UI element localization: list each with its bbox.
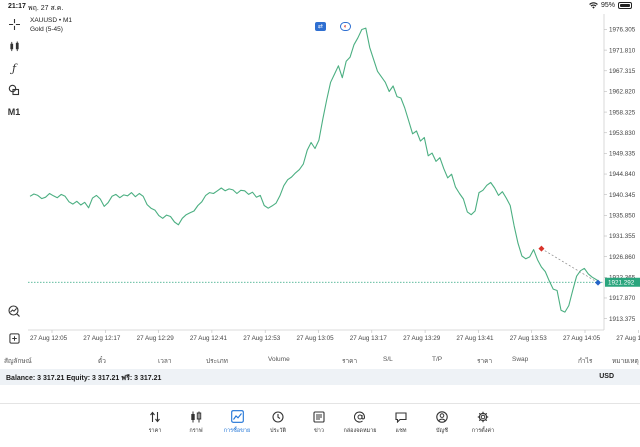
column-header[interactable]: T/P xyxy=(432,356,443,363)
x-tick-label: 27 Aug 12:53 xyxy=(243,335,281,342)
column-header[interactable]: ประเภท xyxy=(206,358,228,365)
nav-item-candles[interactable]: กราฟ xyxy=(176,410,216,435)
status-right: 95% xyxy=(589,2,632,9)
y-tick-label: 1958.325 xyxy=(609,109,636,116)
y-tick-label: 1967.315 xyxy=(609,68,636,75)
nav-label: ราคา xyxy=(148,428,162,434)
indicator-label: Gold (5-45) xyxy=(30,26,63,33)
bottom-navigation: ราคา กราฟ การซื้อขาย ประวัติ ข่าว กล่องจดหมาย… xyxy=(0,403,640,447)
chart-zoom-icon[interactable] xyxy=(6,303,22,319)
new-order-icon[interactable] xyxy=(6,330,22,346)
column-header[interactable]: ราคา xyxy=(477,358,493,365)
y-tick-label: 1940.345 xyxy=(609,192,636,199)
wifi-icon xyxy=(589,2,598,9)
indicators-icon[interactable] xyxy=(6,38,22,54)
nav-label: แชท xyxy=(395,428,407,434)
column-header[interactable]: เวลา xyxy=(158,358,172,365)
candles-icon xyxy=(190,410,202,423)
x-tick-label: 27 Aug 13:29 xyxy=(403,335,441,342)
current-price-label: 1921.292 xyxy=(608,280,635,287)
nav-label: กล่องจดหมาย xyxy=(343,428,377,434)
nav-item-trade-chart[interactable]: การซื้อขาย xyxy=(217,410,257,435)
y-tick-label: 1976.305 xyxy=(609,27,636,34)
price-chart[interactable]: XAUUSD • M1 Gold (5-45) ⇄ ◐ 1976.305 1971… xyxy=(28,14,640,344)
x-tick-label: 27 Aug 12:41 xyxy=(190,335,228,342)
y-tick-label: 1913.375 xyxy=(609,316,636,323)
x-tick-label: 27 Aug 14:17 xyxy=(616,335,640,342)
nav-label: กราฟ xyxy=(189,428,203,434)
battery-level xyxy=(620,4,630,7)
trade-table-header: สัญลักษณ์ ตั๋ว เวลา ประเภท Volume ราคา S/L T/P ร… xyxy=(0,354,640,366)
news-icon xyxy=(313,410,325,423)
nav-label: ประวัติ xyxy=(269,428,287,434)
nav-item-account[interactable]: บัญชี xyxy=(422,410,462,435)
history-clock-icon xyxy=(272,410,284,423)
nav-label: การตั้งค่า xyxy=(471,428,495,434)
column-header[interactable]: สัญลักษณ์ xyxy=(4,358,32,365)
column-header[interactable]: ราคา xyxy=(342,358,358,365)
crosshair-icon[interactable] xyxy=(6,16,22,32)
y-tick-label: 1949.335 xyxy=(609,151,636,158)
status-date: พฤ. 27 ส.ค. xyxy=(28,5,64,12)
entry-marker xyxy=(538,245,545,252)
column-header[interactable]: หมายเหตุ xyxy=(612,358,639,365)
battery-icon xyxy=(618,2,632,9)
function-icon[interactable]: ƒ xyxy=(11,61,17,75)
y-tick-label: 1944.840 xyxy=(609,171,636,178)
nav-label: การซื้อขาย xyxy=(223,428,251,434)
nav-item-history-clock[interactable]: ประวัติ xyxy=(258,410,298,435)
x-tick-label: 27 Aug 12:05 xyxy=(30,335,68,342)
column-header[interactable]: กำไร xyxy=(578,358,593,365)
chart-symbol-info: XAUUSD • M1 Gold (5-45) xyxy=(30,16,72,34)
x-tick-label: 27 Aug 13:41 xyxy=(456,335,494,342)
settings-gear-icon xyxy=(477,410,489,423)
current-price-tag xyxy=(605,277,640,287)
nav-item-news[interactable]: ข่าว xyxy=(299,410,339,435)
column-header[interactable]: Swap xyxy=(512,356,529,363)
x-tick-label: 27 Aug 12:29 xyxy=(137,335,175,342)
symbol-label: XAUUSD • M1 xyxy=(30,17,73,24)
y-tick-label: 1917.870 xyxy=(609,295,636,302)
nav-label: บัญชี xyxy=(436,428,448,434)
timeframe-button[interactable]: M1 xyxy=(7,107,21,117)
y-tick-label: 1926.860 xyxy=(609,254,636,261)
price-series-line xyxy=(29,27,601,313)
x-tick-label: 27 Aug 14:05 xyxy=(563,335,601,342)
nav-item-mailbox-at[interactable]: กล่องจดหมาย xyxy=(340,410,380,435)
x-tick-label: 27 Aug 13:05 xyxy=(297,335,335,342)
x-tick-label: 27 Aug 13:17 xyxy=(350,335,388,342)
status-bar: 21:17 พฤ. 27 ส.ค. 95% xyxy=(0,0,640,14)
column-header[interactable]: S/L xyxy=(383,356,393,363)
nav-item-chat[interactable]: แชท xyxy=(381,410,421,435)
trade-connection-line xyxy=(541,248,599,283)
trade-chart-icon xyxy=(230,410,244,423)
quotes-arrows-icon xyxy=(149,410,161,423)
signal-icon[interactable]: ◐ xyxy=(340,22,351,31)
column-header[interactable]: Volume xyxy=(268,356,290,363)
mailbox-at-icon xyxy=(354,410,366,423)
objects-shapes-icon[interactable] xyxy=(6,82,22,98)
account-currency: USD xyxy=(599,373,614,380)
chart-canvas: 1976.305 1971.810 1967.315 1962.820 1958.325… xyxy=(28,14,640,342)
y-tick-label: 1962.820 xyxy=(609,89,636,96)
chart-left-toolbar: ƒ M1 xyxy=(0,14,28,344)
chat-icon xyxy=(395,410,407,423)
y-tick-label: 1931.355 xyxy=(609,233,636,240)
account-icon xyxy=(436,410,448,423)
one-click-trading-icon[interactable]: ⇄ xyxy=(315,22,326,31)
x-tick-label: 27 Aug 12:17 xyxy=(83,335,121,342)
exit-marker xyxy=(595,279,601,286)
balance-summary: Balance: 3 317.21 Equity: 3 317.21 ฟรี: … xyxy=(6,375,162,382)
battery-percent: 95% xyxy=(600,2,615,9)
nav-label: ข่าว xyxy=(314,428,324,434)
account-balance-bar: Balance: 3 317.21 Equity: 3 317.21 ฟรี: … xyxy=(0,369,640,385)
y-tick-label: 1971.810 xyxy=(609,47,636,54)
column-header[interactable]: ตั๋ว xyxy=(98,358,106,365)
nav-item-quotes-arrows[interactable]: ราคา xyxy=(135,410,175,435)
nav-item-settings-gear[interactable]: การตั้งค่า xyxy=(463,410,503,435)
status-time: 21:17 xyxy=(8,3,26,10)
y-tick-label: 1935.850 xyxy=(609,213,636,220)
y-tick-label: 1953.830 xyxy=(609,130,636,137)
x-tick-label: 27 Aug 13:53 xyxy=(510,335,548,342)
